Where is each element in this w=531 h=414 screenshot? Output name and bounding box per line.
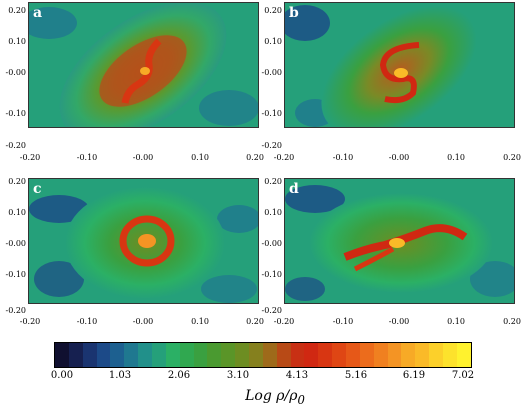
y-tick: -0.10 [5, 270, 26, 279]
x-tick: -0.00 [388, 317, 410, 326]
colorbar-tick: 5.16 [344, 370, 368, 381]
colorbar-swatch [456, 343, 471, 367]
y-tick: -0.10 [261, 270, 282, 279]
x-tick: -0.00 [388, 153, 410, 162]
colorbar-tick: 7.02 [451, 370, 475, 381]
x-tick: 0.10 [447, 317, 465, 326]
colorbar-swatch [401, 343, 416, 367]
panel-label-c: c [33, 181, 42, 197]
y-tick: 0.10 [264, 37, 282, 46]
y-tick: -0.20 [5, 306, 26, 315]
colorbar-swatch [221, 343, 236, 367]
panel-d: d [284, 178, 515, 304]
x-tick: -0.10 [332, 153, 354, 162]
colorbar-swatch [193, 343, 208, 367]
colorbar-swatch [235, 343, 250, 367]
colorbar-swatch [276, 343, 291, 367]
colorbar-swatch [207, 343, 222, 367]
density-map-b [285, 3, 514, 127]
panel-a: a [28, 2, 259, 128]
x-tick: -0.10 [332, 317, 354, 326]
colorbar-swatch [262, 343, 277, 367]
y-tick: -0.00 [261, 68, 282, 77]
colorbar-swatch [165, 343, 180, 367]
colorbar-swatch [179, 343, 194, 367]
colorbar-swatch [415, 343, 430, 367]
colorbar-tick: 2.06 [167, 370, 191, 381]
colorbar-swatch [443, 343, 457, 367]
x-tick: 0.20 [503, 153, 521, 162]
colorbar-tick: 0.00 [50, 370, 74, 381]
y-tick: -0.10 [261, 109, 282, 118]
colorbar-swatch [96, 343, 111, 367]
y-tick: -0.10 [5, 109, 26, 118]
colorbar-swatch [318, 343, 333, 367]
x-tick: -0.00 [132, 153, 154, 162]
y-tick: -0.00 [5, 239, 26, 248]
colorbar-swatch [68, 343, 83, 367]
x-tick: 0.10 [191, 317, 209, 326]
colorbar-swatch [82, 343, 97, 367]
density-map-c [29, 179, 258, 303]
colorbar-swatch [138, 343, 153, 367]
panel-c: c [28, 178, 259, 304]
y-tick: -0.20 [261, 306, 282, 315]
colorbar-swatch [332, 343, 347, 367]
y-tick: 0.20 [264, 177, 282, 186]
panel-label-d: d [289, 181, 299, 197]
y-tick: 0.20 [264, 6, 282, 15]
y-tick: 0.20 [8, 177, 26, 186]
x-tick: -0.20 [273, 153, 295, 162]
x-tick: 0.20 [246, 317, 264, 326]
colorbar-swatch [249, 343, 263, 367]
x-tick: -0.20 [19, 317, 41, 326]
x-tick: -0.10 [76, 317, 98, 326]
colorbar-swatch [290, 343, 305, 367]
y-tick: -0.00 [261, 239, 282, 248]
colorbar-tick: 6.19 [402, 370, 426, 381]
colorbar-swatch [387, 343, 402, 367]
colorbar-swatch [304, 343, 319, 367]
x-tick: 0.20 [246, 153, 264, 162]
panel-label-b: b [289, 5, 299, 21]
colorbar-title-subscript: 0 [297, 392, 305, 407]
colorbar-title-text: Log ρ/ρ [245, 388, 298, 404]
colorbar-swatch [373, 343, 388, 367]
y-tick: -0.00 [5, 68, 26, 77]
x-tick: -0.00 [132, 317, 154, 326]
colorbar-swatch [429, 343, 444, 367]
density-map-a [29, 3, 258, 127]
x-tick: -0.10 [76, 153, 98, 162]
colorbar-tick: 3.10 [226, 370, 250, 381]
x-tick: 0.10 [447, 153, 465, 162]
colorbar-swatch [110, 343, 125, 367]
x-tick: 0.10 [191, 153, 209, 162]
colorbar-swatch [346, 343, 360, 367]
panel-b: b [284, 2, 515, 128]
colorbar [54, 342, 472, 368]
colorbar-tick: 4.13 [285, 370, 309, 381]
y-tick: -0.20 [261, 141, 282, 150]
colorbar-swatch [124, 343, 139, 367]
y-tick: -0.20 [5, 141, 26, 150]
x-tick: -0.20 [273, 317, 295, 326]
y-tick: 0.10 [8, 37, 26, 46]
y-tick: 0.20 [8, 6, 26, 15]
x-tick: 0.20 [503, 317, 521, 326]
x-tick: -0.20 [19, 153, 41, 162]
colorbar-title: Log ρ/ρ0 [225, 388, 325, 407]
colorbar-swatch [152, 343, 166, 367]
colorbar-swatch [359, 343, 374, 367]
y-tick: 0.10 [264, 208, 282, 217]
colorbar-swatch [55, 343, 69, 367]
colorbar-tick: 1.03 [108, 370, 132, 381]
y-tick: 0.10 [8, 208, 26, 217]
panel-label-a: a [33, 5, 43, 21]
density-map-d [285, 179, 514, 303]
